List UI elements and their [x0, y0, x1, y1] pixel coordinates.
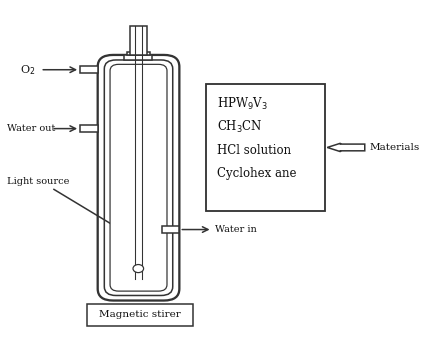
Polygon shape [327, 143, 365, 152]
Text: Water out: Water out [7, 124, 55, 133]
Bar [80, 125, 98, 132]
Bar [162, 226, 179, 233]
Text: HCl solution: HCl solution [217, 144, 291, 157]
Bar [130, 26, 147, 55]
Text: HPW$_9$V$_3$: HPW$_9$V$_3$ [217, 96, 268, 112]
Text: CH$_3$CN: CH$_3$CN [217, 119, 262, 135]
Bar [80, 66, 98, 74]
Text: O$_2$: O$_2$ [21, 63, 36, 77]
Text: Light source: Light source [7, 176, 70, 186]
FancyBboxPatch shape [110, 64, 167, 291]
Text: Cyclohex ane: Cyclohex ane [217, 167, 296, 180]
Text: Water in: Water in [215, 225, 257, 234]
Bar [206, 83, 325, 211]
Circle shape [133, 264, 143, 273]
Text: Materials: Materials [369, 143, 419, 152]
Text: Magnetic stirer: Magnetic stirer [99, 310, 181, 319]
FancyBboxPatch shape [98, 55, 179, 301]
FancyBboxPatch shape [104, 60, 173, 295]
Bar [87, 304, 193, 326]
Bar [124, 55, 152, 60]
Bar [127, 52, 150, 55]
